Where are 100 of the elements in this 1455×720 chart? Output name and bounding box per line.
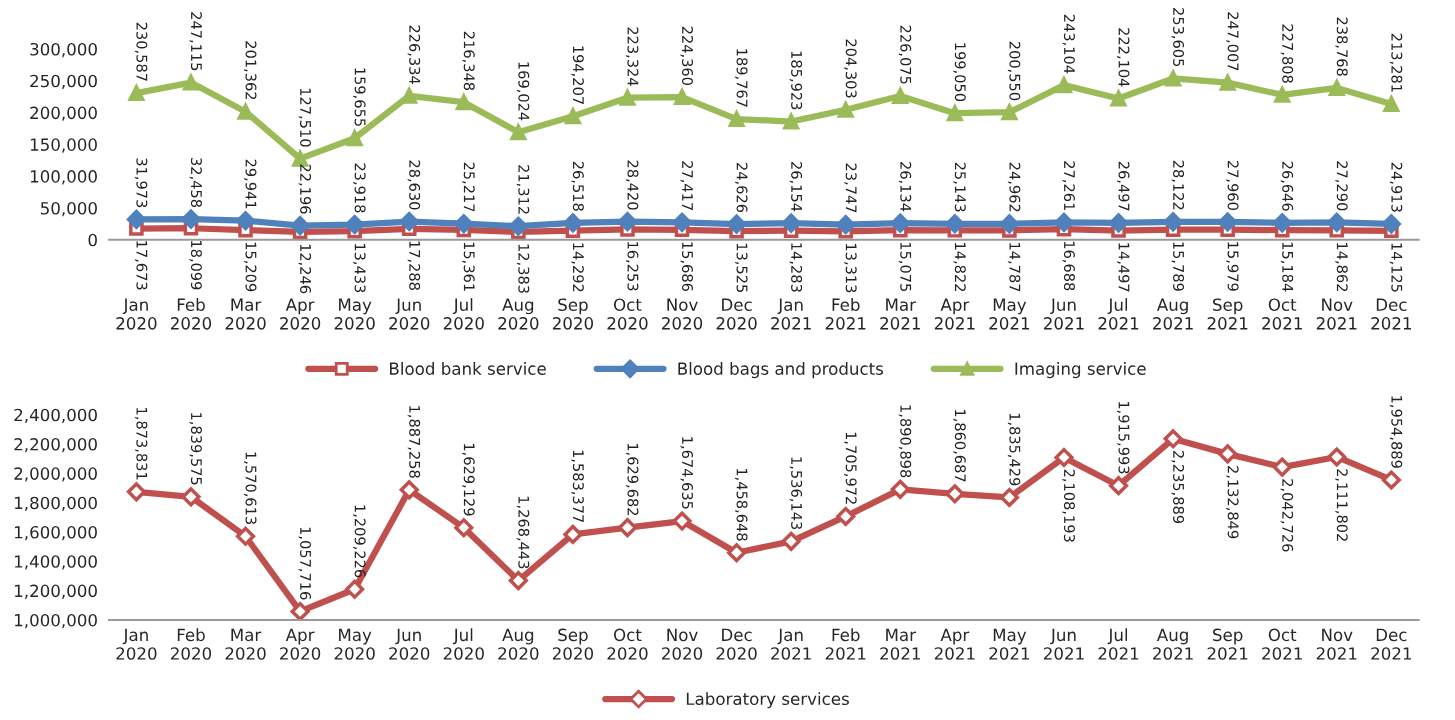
data-label: 2,111,802 [1335, 469, 1348, 541]
x-tick-label: Oct 2020 [607, 298, 648, 330]
y-tick-label: 250,000 [30, 74, 97, 90]
x-tick-label: Nov 2021 [1316, 628, 1357, 660]
data-label: 26,134 [898, 162, 912, 212]
data-label: 1,954,889 [1389, 396, 1403, 468]
data-label: 194,207 [571, 46, 584, 104]
x-tick-label: Sep 2021 [1207, 628, 1248, 660]
data-label: 15,075 [898, 242, 912, 292]
data-label: 16,253 [625, 242, 639, 291]
x-tick-label: May 2020 [334, 628, 375, 660]
data-label: 26,154 [789, 162, 803, 212]
data-label: 216,348 [462, 31, 475, 91]
x-tick-label: Oct 2021 [1262, 298, 1302, 330]
x-tick-label: Feb 2021 [825, 298, 866, 330]
data-label: 14,125 [1389, 243, 1403, 292]
data-label: 189,767 [735, 49, 748, 107]
data-label: 25,217 [462, 162, 475, 212]
data-label: 1,705,972 [844, 432, 857, 504]
data-label: 199,050 [953, 43, 966, 102]
data-label: 17,288 [407, 241, 421, 290]
y-tick-label: 300,000 [30, 42, 97, 58]
data-label: 15,184 [1280, 242, 1294, 292]
data-label: 1,890,898 [898, 405, 912, 478]
data-label: 224,360 [680, 26, 693, 85]
x-tick-label: Jun 2021 [1043, 628, 1084, 660]
data-label: 22,196 [298, 164, 312, 214]
data-label: 1,629,682 [625, 443, 639, 516]
data-label: 23,747 [844, 163, 857, 213]
data-label: 1,674,635 [680, 437, 693, 509]
data-label: 169,024 [516, 62, 530, 121]
x-tick-label: Apr 2021 [934, 628, 975, 660]
data-label: 1,629,129 [462, 443, 475, 516]
data-label: 24,962 [1007, 162, 1021, 212]
data-label: 159,655 [353, 68, 366, 126]
data-label: 226,334 [407, 25, 421, 84]
x-tick-label: Sep 2020 [552, 628, 594, 660]
x-tick-label: Aug 2020 [498, 628, 539, 660]
data-label: 1,873,831 [134, 408, 148, 480]
data-label: 28,122 [1171, 160, 1185, 210]
legend-label: Laboratory services [686, 692, 849, 709]
y-tick-label: 2,000,000 [14, 467, 97, 482]
x-tick-label: May 2021 [989, 628, 1030, 660]
x-tick-label: Apr 2021 [934, 298, 975, 330]
y-tick-label: 2,400,000 [14, 408, 97, 423]
x-tick-label: Nov 2020 [662, 298, 703, 330]
data-label: 14,862 [1335, 243, 1348, 291]
x-tick-label: Jan 2020 [116, 298, 157, 330]
data-label: 1,583,377 [571, 450, 584, 523]
data-label: 13,313 [844, 244, 857, 293]
y-tick-label: 1,600,000 [15, 525, 97, 541]
data-label: 1,887,258 [407, 406, 421, 478]
data-label: 29,941 [243, 159, 257, 209]
x-tick-label: Feb 2020 [170, 298, 212, 330]
x-tick-label: Feb 2020 [170, 628, 212, 660]
data-label: 14,292 [571, 243, 584, 292]
x-tick-label: May 2021 [989, 298, 1030, 330]
x-tick-label: Jun 2020 [389, 628, 430, 660]
data-label: 24,626 [735, 163, 748, 213]
data-label: 17,673 [134, 241, 148, 290]
x-tick-label: Feb 2021 [825, 628, 866, 660]
data-label: 14,497 [1116, 243, 1130, 292]
data-label: 201,362 [243, 41, 257, 100]
x-tick-label: Sep 2020 [552, 298, 594, 330]
x-tick-label: Jan 2020 [116, 628, 157, 660]
data-label: 243,104 [1062, 14, 1075, 74]
data-label: 222,104 [1116, 28, 1130, 87]
x-tick-label: Dec 2020 [716, 628, 757, 660]
legend-label: Imaging service [1015, 362, 1146, 379]
data-label: 27,290 [1335, 161, 1348, 211]
data-label: 238,768 [1335, 17, 1348, 76]
x-tick-label: Apr 2020 [280, 628, 321, 660]
x-tick-label: Apr 2020 [280, 298, 321, 330]
y-tick-label: 200,000 [30, 106, 97, 121]
data-label: 213,281 [1389, 33, 1403, 92]
data-label: 200,550 [1007, 41, 1021, 101]
data-label: 15,209 [243, 242, 257, 292]
data-label: 1,057,716 [298, 527, 312, 600]
y-tick-label: 50,000 [40, 201, 97, 217]
x-tick-label: Aug 2021 [1153, 628, 1193, 660]
x-tick-label: Aug 2020 [498, 298, 539, 330]
x-tick-label: Dec 2021 [1371, 298, 1412, 330]
x-tick-label: Jul 2021 [1098, 298, 1139, 330]
data-label: 16,688 [1062, 241, 1075, 291]
data-label: 13,525 [735, 243, 748, 293]
data-label: 26,497 [1116, 161, 1130, 211]
x-tick-label: Jun 2021 [1043, 298, 1084, 330]
data-label: 1,536,143 [789, 457, 803, 530]
x-tick-label: Jul 2020 [443, 298, 484, 330]
x-tick-label: Jan 2021 [771, 628, 811, 660]
data-label: 2,132,849 [1226, 466, 1239, 539]
data-label: 1,835,429 [1007, 413, 1021, 486]
data-label: 204,303 [844, 39, 857, 98]
data-label: 247,115 [189, 12, 202, 71]
x-tick-label: Mar 2021 [880, 628, 920, 660]
data-label: 26,646 [1280, 161, 1294, 211]
data-label: 15,789 [1171, 242, 1185, 291]
data-label: 185,923 [789, 51, 803, 110]
x-tick-label: Oct 2020 [607, 628, 648, 660]
data-label: 226,075 [898, 25, 912, 84]
